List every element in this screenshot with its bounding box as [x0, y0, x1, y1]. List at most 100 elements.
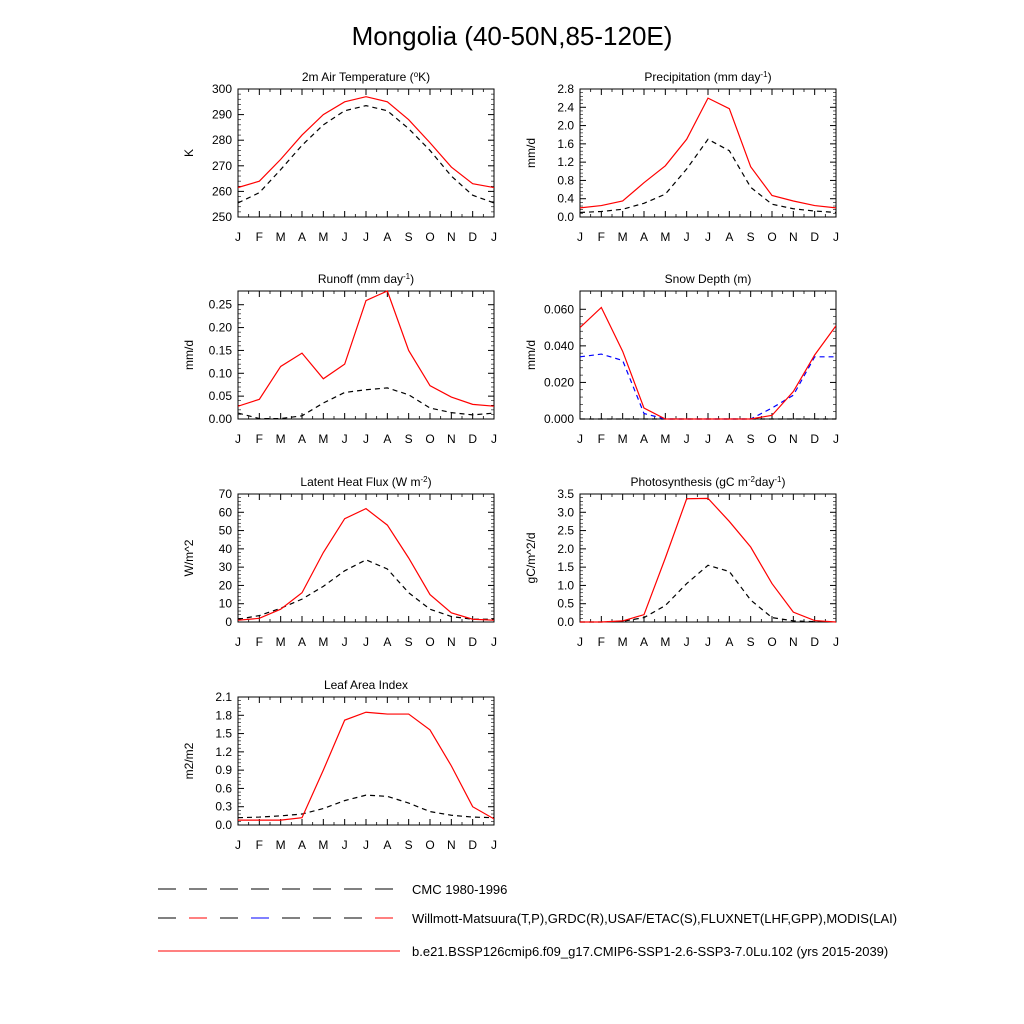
y-tick-label: 290 [212, 108, 232, 122]
x-tick-label: O [425, 432, 434, 446]
chart-panel-7: J F M A M J J A S O N D J0.00.30.60.91.21.51.82.1Lea… [182, 678, 497, 852]
plot-frame [237, 290, 495, 420]
x-tick-label: J [684, 432, 690, 446]
y-tick-label: 260 [212, 184, 232, 198]
y-axis-label: K [182, 149, 196, 157]
x-tick-label: O [767, 635, 776, 649]
y-tick-label: 10 [219, 597, 233, 611]
plot-frame [237, 88, 495, 218]
x-tick-label: O [425, 635, 434, 649]
y-tick-label: 0.8 [557, 173, 574, 187]
y-tick-label: 2.5 [557, 524, 574, 538]
x-tick-label: M [276, 838, 286, 852]
plot-frame [237, 696, 495, 826]
x-tick-label: J [705, 230, 711, 244]
panel-title-post: day [755, 475, 774, 489]
y-tick-label: 0.0 [557, 615, 574, 629]
panel-title-sup: -2 [748, 475, 756, 484]
y-tick-label: 0.040 [544, 339, 574, 353]
x-tick-label: J [491, 838, 497, 852]
y-tick-label: 0.4 [557, 192, 574, 206]
x-tick-label: J [684, 230, 690, 244]
x-tick-label: J [705, 635, 711, 649]
x-tick-label: J [705, 432, 711, 446]
y-tick-label: 1.2 [557, 155, 574, 169]
panel-title-text: 2m Air Temperature ( [302, 70, 414, 84]
x-tick-label: O [767, 432, 776, 446]
y-axis-label: gC/m^2/d [524, 533, 538, 584]
x-tick-label: D [468, 230, 477, 244]
panel-title-post: ) [428, 475, 432, 489]
series-line-1 [580, 97, 836, 209]
panel-title: 2m Air Temperature (oK) [302, 70, 430, 85]
figure-title: Mongolia (40-50N,85-120E) [352, 21, 673, 51]
y-tick-label: 1.6 [557, 137, 574, 151]
y-tick-label: 0.000 [544, 412, 574, 426]
x-tick-label: S [747, 230, 755, 244]
y-axis-label: m2/m2 [182, 742, 196, 779]
x-tick-label: J [491, 432, 497, 446]
x-tick-label: J [833, 432, 839, 446]
y-tick-label: 0.060 [544, 302, 574, 316]
x-tick-label: J [235, 230, 241, 244]
x-tick-label: J [577, 432, 583, 446]
series-line-1 [238, 290, 494, 407]
y-tick-label: 250 [212, 210, 232, 224]
y-tick-label: 0 [225, 615, 232, 629]
y-tick-label: 1.0 [557, 578, 574, 592]
x-tick-label: A [298, 230, 306, 244]
x-tick-label: J [684, 635, 690, 649]
series-line-2 [238, 559, 494, 620]
panel-title-sup: -1 [403, 272, 411, 281]
x-tick-label: F [256, 635, 263, 649]
chart-panel-6: J F M A M J J A S O N D J0.00.51.01.52.02.53.03.5Pho… [524, 475, 839, 650]
panel-title-sup: -2 [420, 475, 428, 484]
x-tick-label: D [468, 432, 477, 446]
x-tick-label: J [363, 635, 369, 649]
y-tick-label: 2.0 [557, 119, 574, 133]
panel-title-text: Precipitation (mm day [644, 70, 760, 84]
y-tick-label: 0.020 [544, 375, 574, 389]
x-tick-label: N [789, 432, 798, 446]
panel-title-sup: -1 [760, 70, 768, 79]
y-axis-label: W/m^2 [182, 539, 196, 576]
x-tick-label: F [598, 230, 605, 244]
panel-title-text: Runoff (mm day [318, 272, 403, 286]
y-tick-label: 0.0 [557, 210, 574, 224]
series-line-1 [238, 711, 494, 821]
y-tick-label: 0.05 [209, 389, 233, 403]
y-axis-label: mm/d [524, 138, 538, 168]
panel-title-sup2: -1 [774, 475, 782, 484]
x-tick-label: F [256, 838, 263, 852]
legend: CMC 1980-1996 Willmott-Matsuura(T,P),GRDC… [158, 882, 897, 959]
x-tick-label: M [660, 635, 670, 649]
x-tick-label: J [363, 230, 369, 244]
x-tick-label: J [235, 838, 241, 852]
panel-title: Photosynthesis (gC m-2day-1) [631, 475, 786, 490]
x-tick-label: J [491, 230, 497, 244]
x-tick-label: N [447, 230, 456, 244]
x-tick-label: M [318, 432, 328, 446]
x-tick-label: O [425, 230, 434, 244]
plot-frame [237, 493, 495, 623]
x-tick-label: M [318, 838, 328, 852]
x-tick-label: A [298, 432, 306, 446]
y-tick-label: 2.1 [215, 690, 232, 704]
legend-label-3: b.e21.BSSP126cmip6.f09_g17.CMIP6-SSP1-2.… [412, 944, 888, 959]
series-line-2 [580, 353, 836, 420]
y-tick-label: 0.0 [215, 818, 232, 832]
x-tick-label: J [491, 635, 497, 649]
y-tick-label: 0.10 [209, 366, 233, 380]
x-tick-label: J [342, 838, 348, 852]
x-tick-label: A [725, 432, 733, 446]
x-tick-label: M [660, 432, 670, 446]
panel-title: Leaf Area Index [324, 678, 408, 692]
x-tick-label: S [747, 432, 755, 446]
panel-title-text: Snow Depth (m) [665, 272, 752, 286]
panel-title-post: K) [418, 70, 430, 84]
x-tick-label: M [618, 635, 628, 649]
legend-label-1: CMC 1980-1996 [412, 882, 507, 897]
